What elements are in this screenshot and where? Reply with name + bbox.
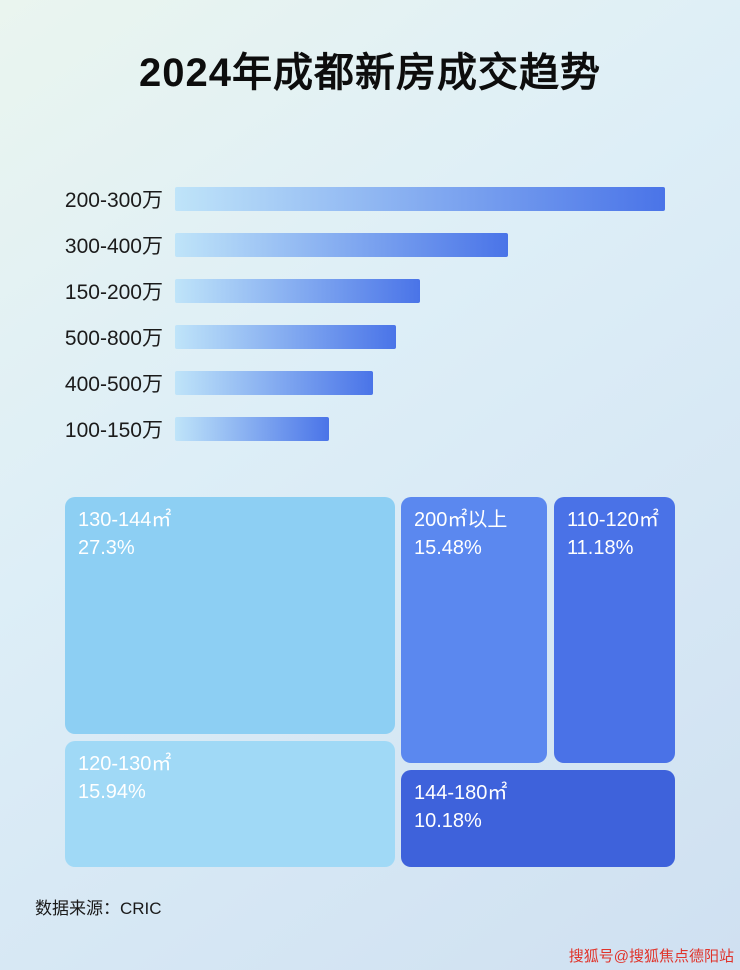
data-source-note: 数据来源：CRIC xyxy=(35,899,162,918)
treemap-block-value: 27.3% xyxy=(78,537,135,559)
bar-row: 150-200万 xyxy=(0,279,665,304)
treemap-block-label: 200㎡以上 xyxy=(414,509,508,531)
bar-track xyxy=(175,417,665,441)
bar-row: 400-500万 xyxy=(0,371,665,396)
bar-track xyxy=(175,371,665,395)
bar-row: 200-300万 xyxy=(0,187,665,212)
treemap-block-value: 11.18% xyxy=(567,537,634,559)
bar-row: 300-400万 xyxy=(0,233,665,258)
bar-track xyxy=(175,279,665,303)
bar-track xyxy=(175,325,665,349)
bar-row: 500-800万 xyxy=(0,325,665,350)
treemap-block-144-180: 144-180㎡ 10.18% xyxy=(401,770,675,867)
bar-category-label: 500-800万 xyxy=(64,327,163,350)
bar xyxy=(175,279,420,303)
treemap-block-label: 144-180㎡ xyxy=(414,782,508,804)
bar xyxy=(175,187,665,211)
treemap-block-label: 110-120㎡ xyxy=(567,509,659,531)
bar-category-label: 100-150万 xyxy=(64,419,163,442)
bar-category-label: 400-500万 xyxy=(64,373,163,396)
bar xyxy=(175,233,509,257)
page-title: 2024年成都新房成交趋势 xyxy=(139,51,601,95)
bar-chart: 200-300万 300-400万 150-200万 500-800万 400-… xyxy=(0,187,665,463)
treemap-block-label: 130-144㎡ xyxy=(78,509,172,531)
bar xyxy=(175,417,330,441)
bar xyxy=(175,325,396,349)
treemap-block-value: 10.18% xyxy=(414,810,482,832)
treemap-block-value: 15.48% xyxy=(414,537,482,559)
treemap-block-label: 120-130㎡ xyxy=(78,753,172,775)
bar-track xyxy=(175,187,665,211)
treemap-block-value: 15.94% xyxy=(78,781,146,803)
treemap-block-110-120: 110-120㎡ 11.18% xyxy=(554,497,675,763)
bar xyxy=(175,371,374,395)
watermark: 搜狐号@搜狐焦点德阳站 xyxy=(568,948,734,965)
treemap-block-200-plus: 200㎡以上 15.48% xyxy=(401,497,547,763)
bar-row: 100-150万 xyxy=(0,417,665,442)
treemap-chart: 130-144㎡ 27.3% 120-130㎡ 15.94% 200㎡以上 15… xyxy=(65,497,675,867)
bar-category-label: 200-300万 xyxy=(64,189,163,212)
bar-category-label: 150-200万 xyxy=(64,281,163,304)
bar-track xyxy=(175,233,665,257)
bar-category-label: 300-400万 xyxy=(64,235,163,258)
treemap-block-120-130: 120-130㎡ 15.94% xyxy=(65,741,395,867)
treemap-block-130-144: 130-144㎡ 27.3% xyxy=(65,497,395,734)
